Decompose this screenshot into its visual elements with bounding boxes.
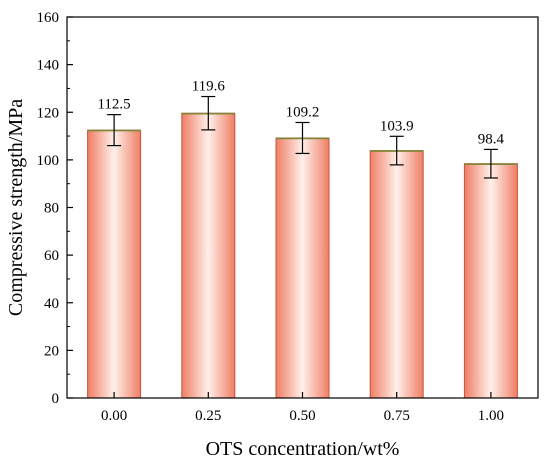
y-tick-label: 140 xyxy=(37,58,60,74)
bar xyxy=(369,150,424,399)
y-tick-label: 80 xyxy=(44,201,59,217)
data-label: 109.2 xyxy=(286,104,320,120)
y-tick-label: 120 xyxy=(37,105,60,121)
data-label: 98.4 xyxy=(478,131,505,147)
bar xyxy=(181,112,236,399)
y-tick-label: 100 xyxy=(37,153,60,169)
error-bars-layer xyxy=(107,95,498,179)
data-label: 119.6 xyxy=(192,79,226,95)
y-axis-title: Compressive strength/MPa xyxy=(5,99,27,316)
x-tick-label: 0.50 xyxy=(289,408,315,424)
x-tick-label: 1.00 xyxy=(478,408,504,424)
bar xyxy=(87,129,142,399)
y-tick-label: 160 xyxy=(37,10,60,26)
x-tick-label: 0.25 xyxy=(195,408,221,424)
x-tick-label: 0.00 xyxy=(101,408,127,424)
y-tick-label: 0 xyxy=(52,391,60,407)
data-label: 112.5 xyxy=(97,97,130,113)
bar xyxy=(275,137,330,399)
bar xyxy=(463,163,518,399)
x-axis-title: OTS concentration/wt% xyxy=(206,438,400,460)
y-tick-label: 60 xyxy=(44,248,59,264)
y-tick-label: 40 xyxy=(44,296,59,312)
axis-layer: 0 20 40 60 80 100 120 140 160 0.00 0.25 0.50 0.75 1.0… xyxy=(37,10,505,424)
y-tick-label: 20 xyxy=(44,343,59,359)
bars-layer xyxy=(87,112,518,399)
data-labels-layer: 112.5 119.6 109.2 103.9 98.4 xyxy=(97,79,504,148)
data-label: 103.9 xyxy=(380,118,414,134)
x-tick-label: 0.75 xyxy=(384,408,410,424)
